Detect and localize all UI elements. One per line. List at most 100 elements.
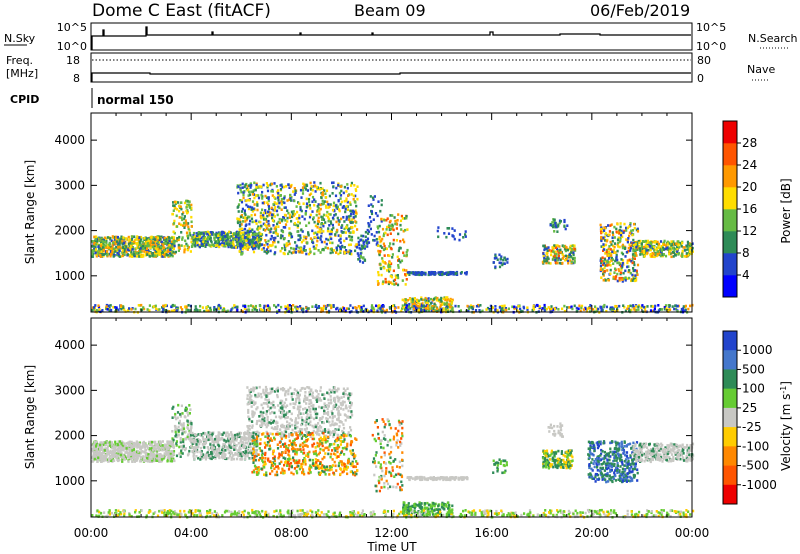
velocity-pixel (170, 454, 173, 458)
power-pixel (272, 203, 275, 206)
power-pixel (354, 224, 357, 228)
velocity-pixel (100, 454, 103, 457)
power-pixel (168, 310, 171, 313)
power-pixel (172, 240, 175, 243)
velocity-pixel (95, 440, 98, 444)
power-pixel (472, 305, 475, 308)
power-pixel (277, 199, 280, 202)
power-pixel (260, 216, 263, 219)
power-pixel (169, 254, 172, 258)
power-pixel (259, 232, 262, 236)
power-pixel (289, 185, 292, 188)
power-pixel (110, 308, 113, 312)
power-pixel (674, 242, 677, 246)
power-pixel (137, 239, 140, 242)
power-pixel (319, 207, 322, 211)
power-pixel (360, 244, 363, 248)
power-pixel (655, 242, 658, 245)
power-pixel (239, 245, 242, 249)
power-pixel (97, 249, 100, 253)
power-pixel (554, 253, 557, 256)
power-pixel (632, 269, 635, 273)
power-pixel (220, 242, 223, 245)
power-pixel (425, 298, 428, 301)
power-pixel (605, 248, 608, 252)
power-pixel (209, 308, 212, 312)
power-pixel (345, 249, 348, 252)
velocity-pixel (174, 428, 177, 431)
power-pixel (240, 227, 244, 231)
power-pixel (314, 190, 317, 193)
power-pixel (553, 230, 556, 233)
power-pixel (635, 305, 638, 308)
velocity-pixel (100, 444, 103, 448)
power-pixel (332, 185, 335, 188)
power-pixel (218, 245, 221, 249)
power-pixel (635, 269, 638, 273)
power-pixel (253, 213, 257, 217)
power-pixel (205, 306, 208, 309)
power-pixel (100, 251, 103, 255)
power-pixel (123, 250, 126, 253)
power-pixel (174, 202, 178, 205)
power-pixel (451, 227, 454, 230)
power-pixel (451, 298, 454, 302)
velocity-pixel (163, 452, 166, 455)
power-pixel (317, 206, 320, 210)
velocity-pixel (119, 448, 122, 452)
power-pixel (253, 220, 256, 223)
power-pixel (157, 242, 160, 246)
power-pixel (183, 217, 186, 221)
power-pixel (295, 247, 298, 251)
power-pixel (313, 235, 316, 239)
power-pixel (358, 243, 361, 247)
power-pixel (559, 220, 562, 223)
power-pixel (389, 274, 392, 278)
power-pixel (542, 252, 545, 255)
power-pixel (327, 206, 330, 209)
power-pixel (377, 271, 380, 274)
power-pixel (625, 250, 628, 254)
power-pixel (385, 218, 388, 222)
power-pixel (217, 241, 220, 244)
power-pixel (462, 236, 465, 239)
power-pixel (691, 246, 694, 250)
power-pixel (324, 204, 328, 208)
power-pixel (347, 229, 350, 233)
power-pixel (143, 238, 146, 241)
power-pixel (405, 216, 408, 220)
power-pixel (180, 216, 183, 219)
power-pixel (269, 230, 272, 234)
power-pixel (387, 282, 390, 286)
velocity-pixel (136, 441, 139, 445)
power-pixel (300, 228, 303, 232)
power-pixel (653, 255, 656, 259)
power-pixel (324, 246, 327, 249)
power-pixel (194, 305, 197, 308)
power-pixel (197, 231, 200, 234)
power-pixel (255, 309, 259, 312)
power-pixel (299, 188, 303, 192)
power-pixel (242, 244, 245, 247)
power-pixel (173, 304, 176, 307)
power-pixel (120, 307, 123, 311)
power-pixel (328, 194, 331, 198)
velocity-pixel (114, 450, 117, 453)
power-pixel (273, 201, 276, 204)
power-pixel (632, 304, 635, 307)
power-pixel (405, 251, 408, 254)
power-pixel (348, 227, 351, 230)
power-pixel (629, 222, 632, 225)
power-pixel (321, 199, 324, 203)
power-pixel (321, 191, 324, 194)
power-pixel (244, 220, 247, 223)
power-pixel (346, 186, 349, 190)
power-pixel (335, 248, 339, 252)
power-pixel (262, 228, 265, 231)
beam-label: Beam 09 (354, 1, 426, 20)
power-pixel (564, 247, 567, 251)
power-pixel (204, 237, 207, 240)
power-pixel (681, 241, 684, 245)
power-pixel (116, 235, 119, 239)
power-pixel (148, 237, 151, 241)
